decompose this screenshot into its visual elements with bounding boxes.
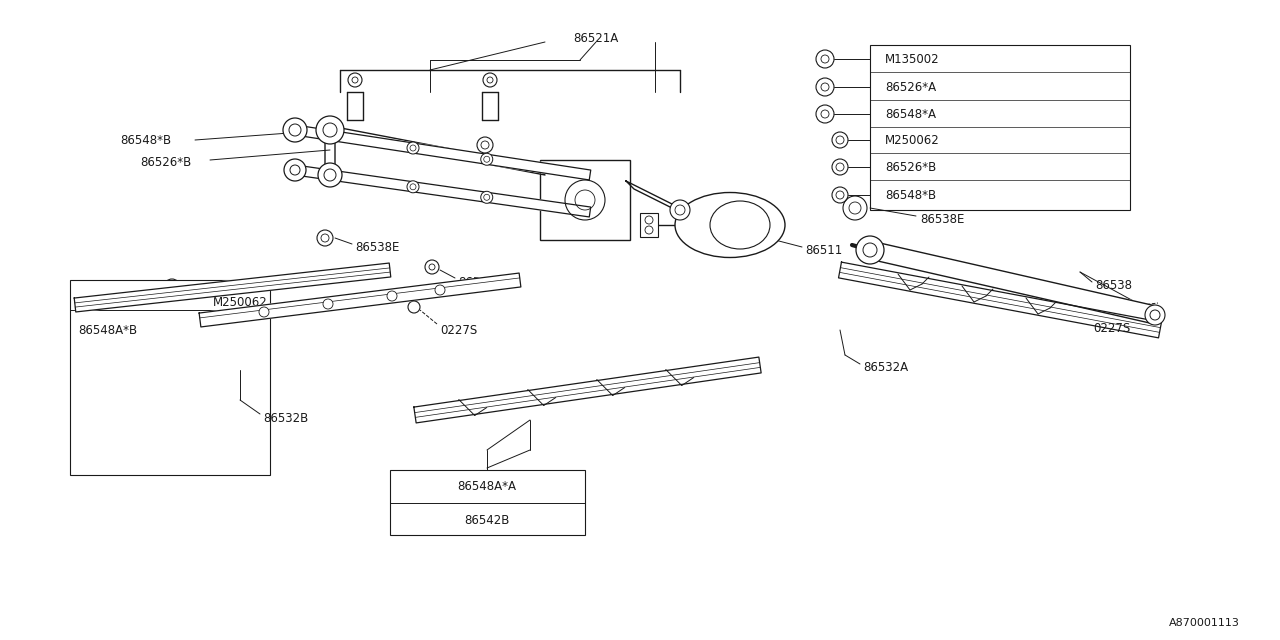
Ellipse shape (710, 201, 771, 249)
Text: 0227S: 0227S (1093, 321, 1130, 335)
Circle shape (477, 137, 493, 153)
Text: 86521A: 86521A (573, 31, 618, 45)
Text: 86532B: 86532B (262, 412, 308, 424)
Bar (540, 160, 630, 240)
Text: 86526*B: 86526*B (140, 156, 191, 168)
Circle shape (407, 142, 419, 154)
Polygon shape (325, 125, 335, 180)
Text: 86548*B: 86548*B (120, 134, 172, 147)
Circle shape (1146, 305, 1165, 325)
Polygon shape (294, 125, 591, 180)
Bar (70, 280, 270, 475)
Text: M135002: M135002 (884, 52, 940, 65)
Circle shape (669, 200, 690, 220)
Text: 86542B: 86542B (465, 513, 509, 527)
Text: 86548*A: 86548*A (884, 108, 936, 120)
Circle shape (317, 163, 342, 187)
Circle shape (408, 301, 420, 313)
Text: 86548A*A: 86548A*A (457, 479, 517, 493)
Circle shape (425, 260, 439, 274)
Text: M250062: M250062 (884, 134, 940, 147)
Circle shape (564, 180, 605, 220)
Text: 86548A*B: 86548A*B (78, 323, 137, 337)
Text: 86526*A: 86526*A (884, 81, 936, 93)
Polygon shape (868, 241, 1157, 324)
Circle shape (856, 236, 884, 264)
Polygon shape (838, 262, 1161, 338)
Text: 86538: 86538 (458, 275, 495, 289)
Circle shape (407, 181, 419, 193)
Ellipse shape (675, 193, 785, 257)
Polygon shape (294, 165, 590, 217)
Text: 86526*B: 86526*B (884, 161, 936, 173)
Bar (640, 213, 658, 237)
Polygon shape (325, 125, 545, 175)
Text: 86538: 86538 (1094, 278, 1132, 291)
Circle shape (317, 230, 333, 246)
Circle shape (284, 159, 306, 181)
Polygon shape (200, 273, 521, 327)
Circle shape (387, 291, 397, 301)
Text: A870001113: A870001113 (1169, 618, 1240, 628)
Text: 0227S: 0227S (440, 323, 477, 337)
Polygon shape (413, 357, 762, 423)
Text: 86538E: 86538E (920, 212, 964, 225)
Text: M250062: M250062 (212, 296, 268, 308)
Circle shape (323, 299, 333, 309)
Circle shape (481, 153, 493, 165)
Circle shape (283, 118, 307, 142)
Text: 86511: 86511 (805, 243, 842, 257)
Polygon shape (74, 263, 390, 312)
Text: 86538E: 86538E (355, 241, 399, 253)
Circle shape (435, 285, 445, 295)
Bar (390, 470, 585, 535)
Text: 86548*B: 86548*B (884, 189, 936, 202)
Circle shape (481, 191, 493, 204)
Circle shape (483, 73, 497, 87)
Circle shape (316, 116, 344, 144)
Circle shape (164, 279, 180, 295)
Text: 86542C: 86542C (147, 289, 193, 301)
Polygon shape (626, 181, 684, 214)
Circle shape (259, 307, 269, 317)
Text: 86532A: 86532A (863, 360, 908, 374)
Bar (870, 45, 1130, 210)
Circle shape (348, 73, 362, 87)
